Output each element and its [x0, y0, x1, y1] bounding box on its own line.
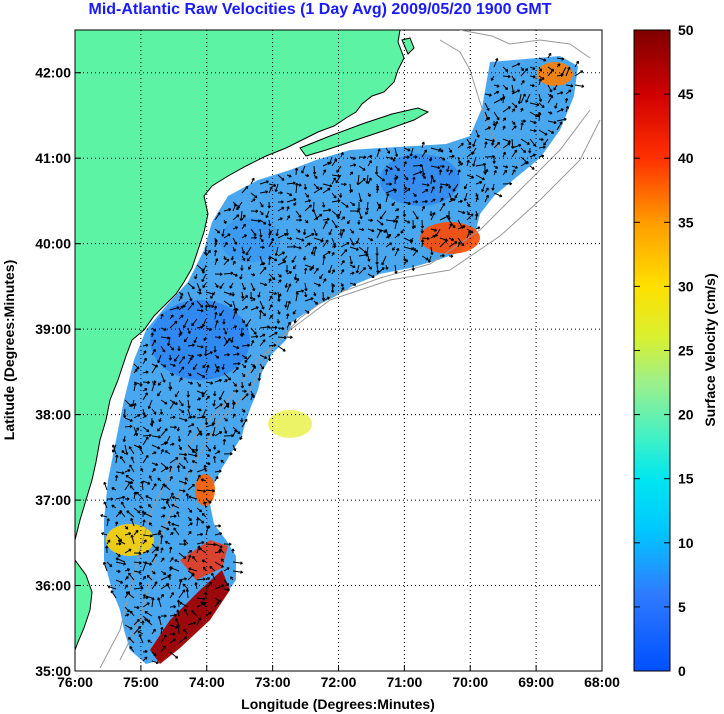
land-cape-cod — [401, 37, 415, 55]
land-southeast — [75, 559, 93, 651]
colorbar-tick-label: 0 — [678, 663, 686, 679]
colorbar-tick-label: 30 — [678, 278, 694, 294]
y-tick-label: 42:00 — [35, 65, 71, 81]
colorbar-label: Surface Velocity (cm/s) — [702, 273, 718, 426]
y-tick-label: 36:00 — [35, 578, 71, 594]
colorbar-tick-label: 15 — [678, 471, 694, 487]
x-axis-label: Longitude (Degrees:Minutes) — [241, 696, 435, 712]
colorbar-tick-label: 50 — [678, 22, 694, 38]
y-axis: 35:00 36:00 37:00 38:00 39:00 40:00 41:00 42:00 — [35, 65, 81, 679]
y-tick-label: 39:00 — [35, 321, 71, 337]
land-mainland — [75, 30, 405, 541]
velocity-arrows — [100, 52, 585, 665]
x-tick-label: 75:00 — [123, 674, 159, 690]
x-axis: 76:00 75:00 74:00 73:00 72:00 71:00 70:00 69:00… — [57, 665, 620, 690]
x-tick-label: 74:00 — [189, 674, 225, 690]
grid-lines — [75, 30, 602, 671]
x-tick-label: 69:00 — [518, 674, 554, 690]
y-axis-label: Latitude (Degrees:Minutes) — [1, 260, 17, 440]
y-tick-label: 40:00 — [35, 236, 71, 252]
colorbar-tick-label: 35 — [678, 214, 694, 230]
y-tick-label: 41:00 — [35, 150, 71, 166]
x-tick-label: 68:00 — [584, 674, 620, 690]
x-tick-label: 72:00 — [321, 674, 357, 690]
land-long-island — [299, 107, 430, 157]
y-tick-label: 35:00 — [35, 663, 71, 679]
y-tick-label: 38:00 — [35, 407, 71, 423]
colorbar-tick-label: 10 — [678, 535, 694, 551]
colorbar-tick-label: 5 — [678, 599, 686, 615]
x-tick-label: 73:00 — [255, 674, 291, 690]
colorbar-tick-label: 45 — [678, 86, 694, 102]
x-tick-label: 71:00 — [386, 674, 422, 690]
x-tick-label: 76:00 — [57, 674, 93, 690]
x-tick-label: 70:00 — [452, 674, 488, 690]
velocity-field — [104, 56, 578, 664]
colorbar-tick-label: 20 — [678, 407, 694, 423]
colorbar-tick-label: 25 — [678, 343, 694, 359]
colorbar-ticks: 0 5 10 15 20 25 30 35 40 45 50 — [634, 22, 694, 679]
bathymetry-contours — [99, 30, 601, 669]
map-title: Mid-Atlantic Raw Velocities (1 Day Avg) … — [88, 1, 552, 18]
colorbar-tick-label: 40 — [678, 150, 694, 166]
y-tick-label: 37:00 — [35, 492, 71, 508]
